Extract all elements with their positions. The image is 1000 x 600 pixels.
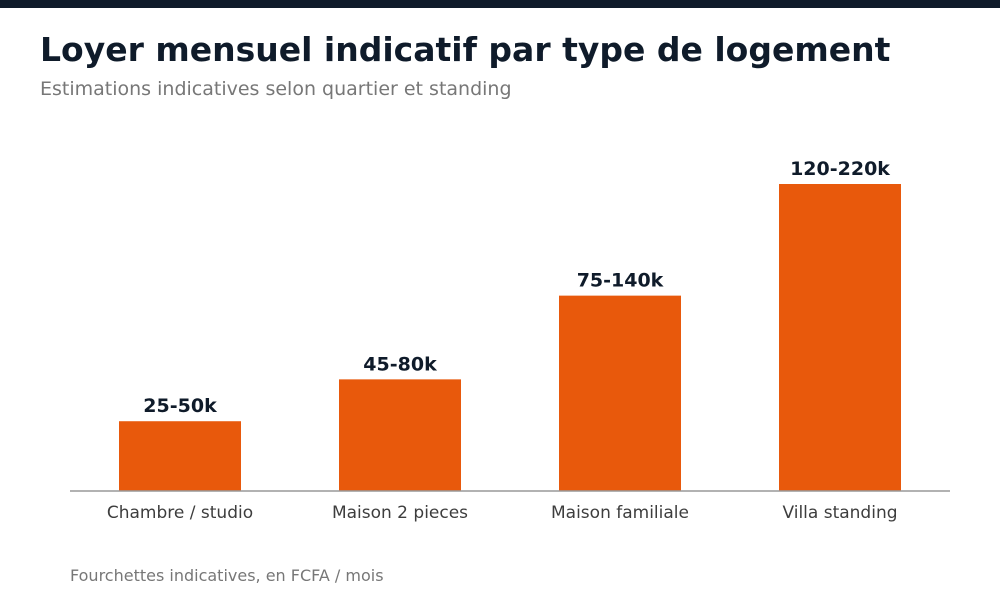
bar-1 <box>339 379 461 491</box>
bar-value-label: 25-50k <box>143 395 217 417</box>
category-label: Villa standing <box>782 503 897 523</box>
bar-value-label: 45-80k <box>363 353 437 375</box>
bar-value-label: 75-140k <box>577 270 664 292</box>
category-label: Maison 2 pieces <box>332 503 468 523</box>
chart-subtitle: Estimations indicatives selon quartier e… <box>40 78 512 100</box>
bar-3 <box>779 184 901 491</box>
chart-title: Loyer mensuel indicatif par type de loge… <box>40 30 891 69</box>
category-label: Chambre / studio <box>107 503 253 523</box>
bar-0 <box>119 421 241 491</box>
top-accent-bar <box>0 0 1000 8</box>
bar-2 <box>559 295 681 491</box>
chart-footnote: Fourchettes indicatives, en FCFA / mois <box>70 566 384 585</box>
category-label: Maison familiale <box>551 503 689 523</box>
bar-value-label: 120-220k <box>790 158 890 180</box>
